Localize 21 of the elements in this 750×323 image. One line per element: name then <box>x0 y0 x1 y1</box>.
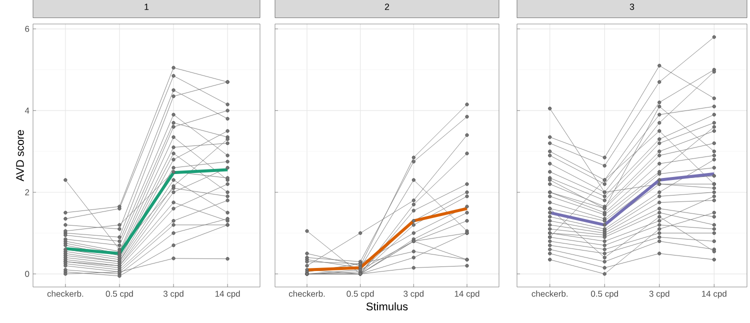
x-tick-label: checkerb. <box>532 290 568 297</box>
y-tick-label: 2 <box>25 189 30 196</box>
x-tick-label: 14 cpd <box>702 290 726 298</box>
x-tick-label: 3 cpd <box>649 290 670 298</box>
y-axis-title: AVD score <box>16 130 24 182</box>
y-tick-label: 4 <box>24 108 30 114</box>
x-tick-label: checkerb. <box>288 290 325 297</box>
x-tick-label: 3 cpd <box>404 290 424 298</box>
x-axis-title: Stimulus <box>366 302 408 310</box>
chart-title: 1 <box>144 4 149 10</box>
x-tick-label: 14 cpd <box>215 290 240 298</box>
x-tick-label: 3 cpd <box>163 290 184 298</box>
x-tick-label: 0.5 cpd <box>106 290 133 298</box>
x-tick-label: 0.5 cpd <box>591 290 618 298</box>
x-tick-label: 0.5 cpd <box>346 290 374 298</box>
chart-title: 2 <box>384 4 390 10</box>
x-tick-label: 14 cpd <box>454 290 480 298</box>
chart-title: 3 <box>630 4 634 10</box>
y-tick-label: 0 <box>25 270 30 277</box>
x-tick-label: checkerb. <box>47 290 84 297</box>
y-tick-label: 6 <box>25 26 30 32</box>
